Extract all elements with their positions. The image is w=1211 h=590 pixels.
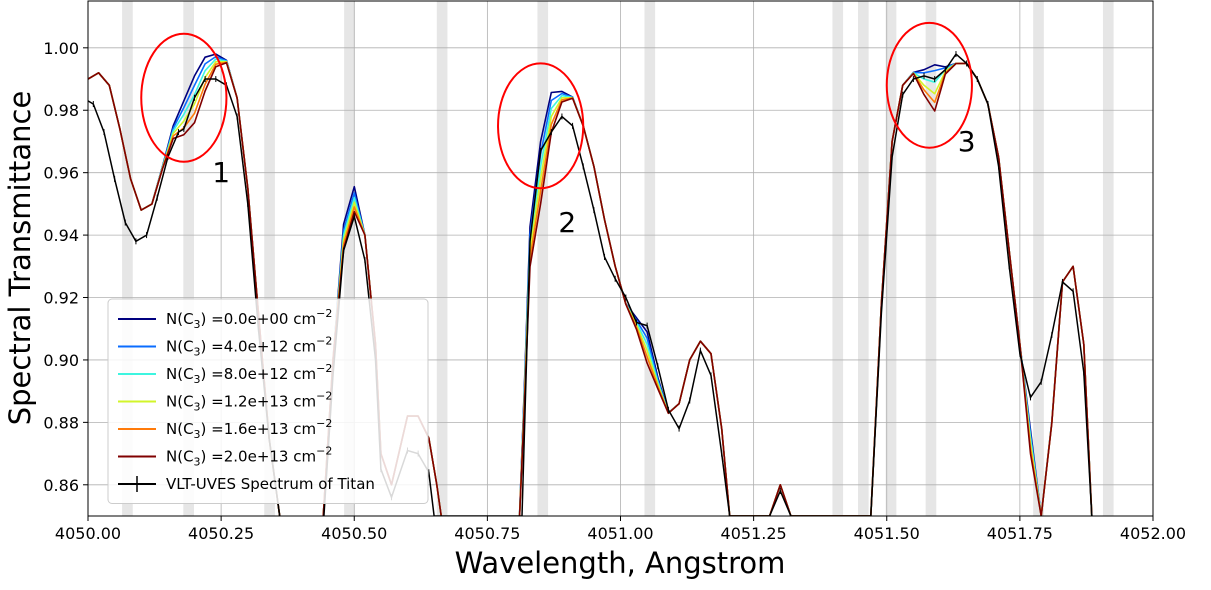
y-tick-label-4: 0.94 <box>43 226 79 245</box>
x-tick-label-0: 4050.00 <box>55 524 121 543</box>
shaded-band-11 <box>1033 1 1044 516</box>
legend-label-0: N(C3) =0.0e+00 cm−2 <box>166 307 332 331</box>
annotation-3: 3 <box>958 125 976 158</box>
x-tick-label-7: 4051.75 <box>987 524 1053 543</box>
highlight-circle-2 <box>497 62 585 190</box>
shaded-band-0 <box>122 1 133 516</box>
x-tick-label-3: 4050.75 <box>454 524 520 543</box>
y-tick-label-0: 0.86 <box>43 476 79 495</box>
legend-label-5: N(C3) =2.0e+13 cm−2 <box>166 445 332 469</box>
x-tick-label-2: 4050.50 <box>321 524 387 543</box>
x-tick-label-5: 4051.25 <box>721 524 787 543</box>
x-tick-label-1: 4050.25 <box>188 524 254 543</box>
shaded-band-1 <box>183 1 194 516</box>
legend-label-1: N(C3) =4.0e+12 cm−2 <box>166 335 332 359</box>
annotations: 1 2 3 <box>212 125 975 239</box>
annotation-1: 1 <box>212 156 230 189</box>
highlight-circles <box>140 21 973 190</box>
x-tick-label-6: 4051.50 <box>854 524 920 543</box>
legend: N(C3) =0.0e+00 cm−2 N(C3) =4.0e+12 cm−2 N(… <box>107 298 429 504</box>
legend-label-2: N(C3) =8.0e+12 cm−2 <box>166 362 332 386</box>
shaded-band-4 <box>436 1 448 516</box>
series-layer <box>88 53 1093 516</box>
y-tick-label-2: 0.90 <box>43 351 79 370</box>
shaded-band-3 <box>344 1 355 516</box>
highlight-circle-1 <box>140 32 228 163</box>
observed-line <box>88 52 1093 516</box>
model-series-5 <box>88 61 1093 516</box>
annotation-2: 2 <box>558 206 576 239</box>
highlight-circle-3 <box>885 21 973 149</box>
observed-spectrum <box>88 51 1093 516</box>
y-tick-label-7: 1.00 <box>43 39 79 58</box>
y-tick-label-1: 0.88 <box>43 413 79 432</box>
x-axis-title: Wavelength, Angstrom <box>455 546 786 580</box>
axis-ticks: 4050.00 4050.25 4050.50 4050.75 4051.00 4051.… <box>43 39 1186 543</box>
shaded-band-6 <box>644 1 656 516</box>
x-tick-label-4: 4051.00 <box>587 524 653 543</box>
shaded-band-8 <box>857 1 869 516</box>
shaded-band-2 <box>264 1 275 516</box>
y-tick-label-5: 0.96 <box>43 164 79 183</box>
y-tick-label-6: 0.98 <box>43 101 79 120</box>
legend-label-observed: VLT-UVES Spectrum of Titan <box>166 475 375 493</box>
y-tick-label-3: 0.92 <box>43 289 79 308</box>
shaded-band-10 <box>925 1 937 516</box>
shaded-band-7 <box>832 1 844 516</box>
legend-label-4: N(C3) =1.6e+13 cm−2 <box>166 417 332 441</box>
shaded-band-5 <box>537 1 549 516</box>
shaded-bands <box>122 1 1114 516</box>
x-tick-label-8: 4052.00 <box>1120 524 1186 543</box>
y-axis-title: Spectral Transmittance <box>3 91 37 426</box>
legend-label-3: N(C3) =1.2e+13 cm−2 <box>166 390 332 414</box>
legend-box <box>107 298 429 504</box>
shaded-band-9 <box>885 1 897 516</box>
shaded-band-12 <box>1102 1 1114 516</box>
